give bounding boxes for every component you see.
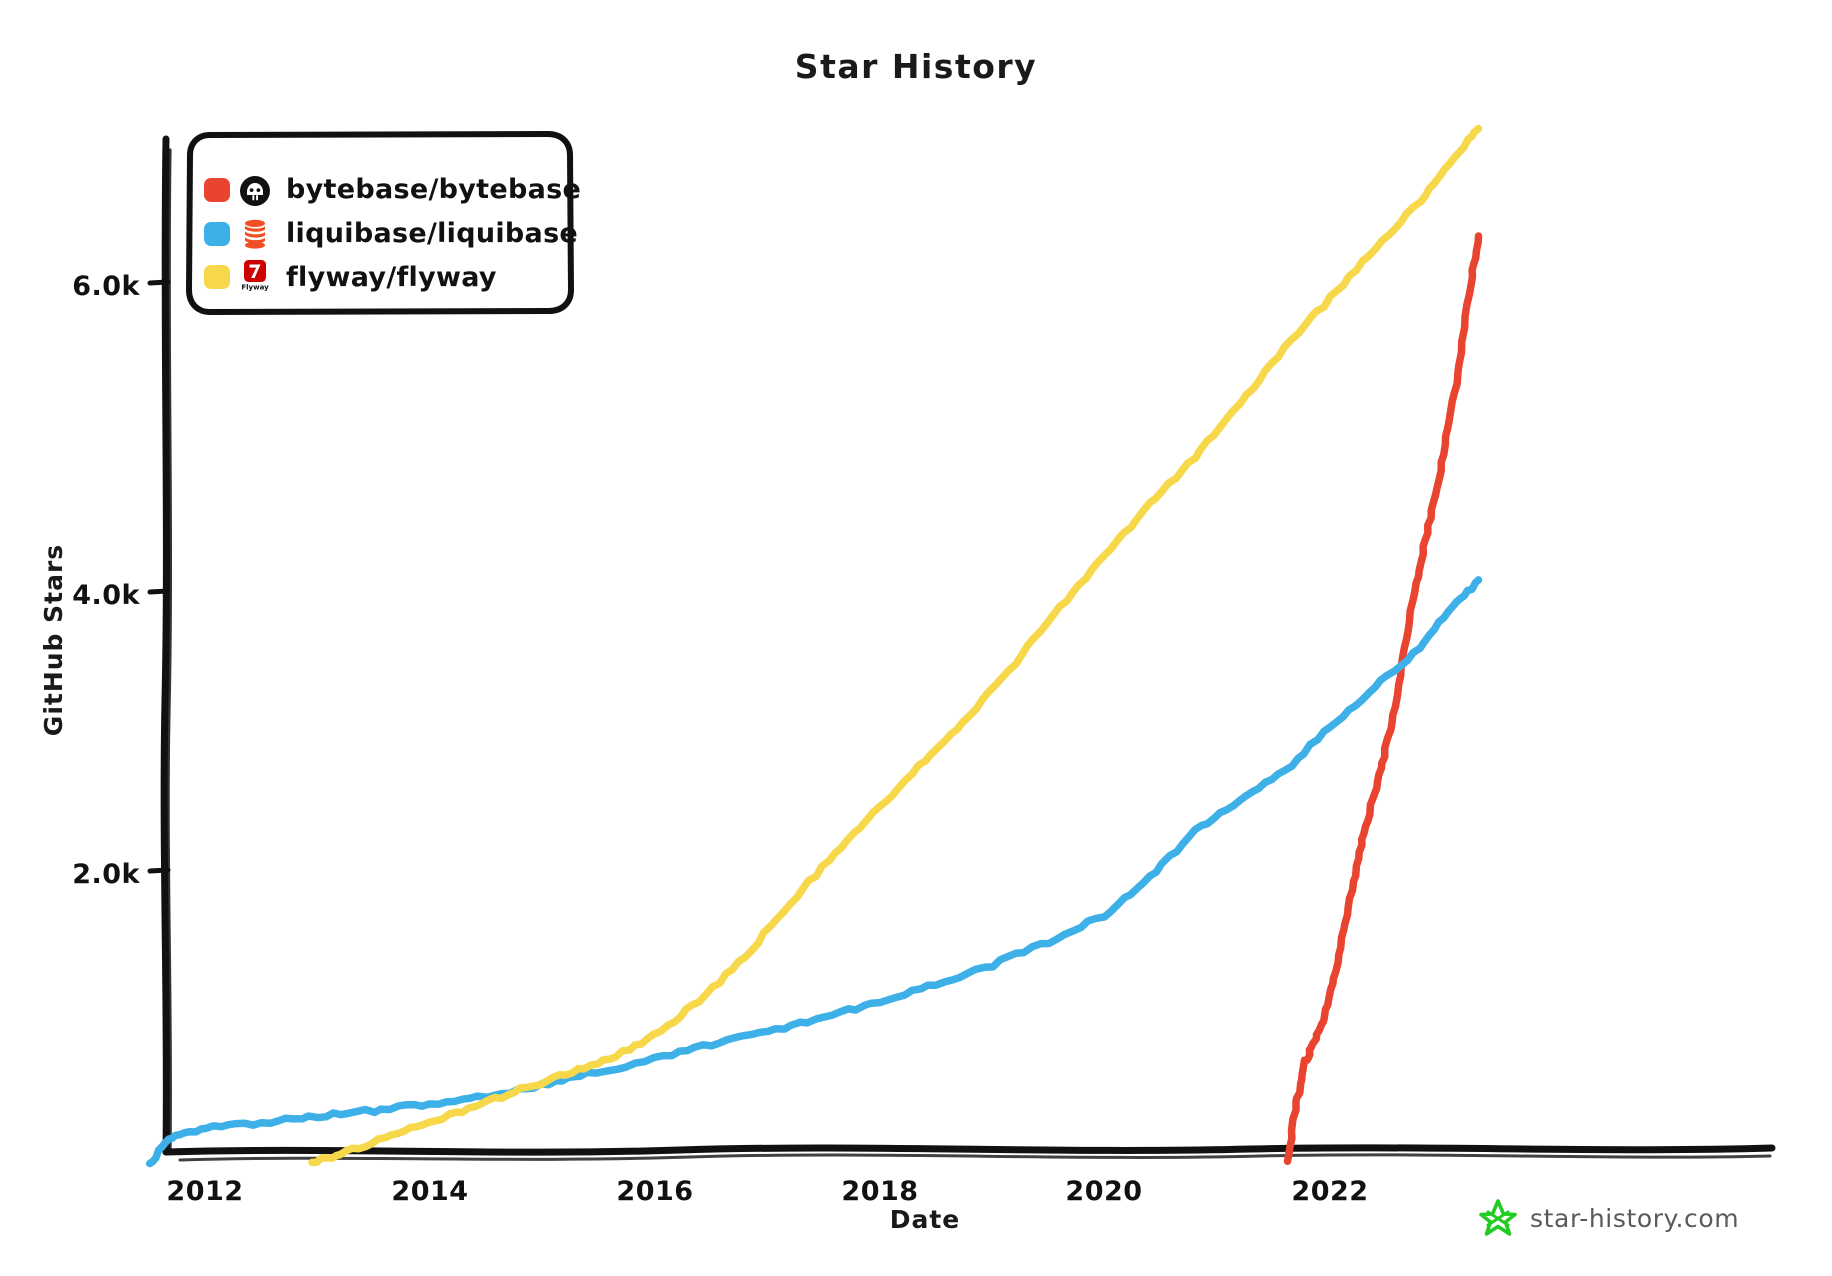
- y-tick-mark: [147, 588, 171, 595]
- series-layer: [145, 124, 1483, 1168]
- bytebase-logo-icon: [240, 176, 270, 206]
- x-tick-label-2018: 2018: [841, 1176, 918, 1207]
- x-tick-label-2022: 2022: [1291, 1176, 1368, 1207]
- series-line-bytebase: [1283, 232, 1483, 1166]
- y-axis-ticks: [147, 279, 171, 874]
- series-line-flyway: [308, 124, 1483, 1167]
- y-axis-line: [160, 135, 170, 1156]
- x-tick-label-2020: 2020: [1065, 1176, 1142, 1207]
- flyway-logo-icon: Flyway: [241, 260, 269, 292]
- legend-item-flyway[interactable]: Flyway flyway/flyway: [204, 260, 497, 293]
- legend-swatch-bytebase: [204, 178, 230, 202]
- legend-box-border: [186, 131, 574, 315]
- legend-label-flyway: flyway/flyway: [286, 262, 497, 293]
- x-tick-label-2016: 2016: [616, 1176, 693, 1207]
- chart-title: Star History: [795, 47, 1037, 86]
- chart-legend[interactable]: bytebase/bytebase liquibase/liquibase: [186, 131, 581, 315]
- legend-item-liquibase[interactable]: liquibase/liquibase: [204, 218, 578, 249]
- liquibase-logo-icon: [245, 219, 265, 249]
- legend-swatch-flyway: [204, 265, 230, 289]
- y-tick-label-2k: 2.0k: [72, 859, 140, 890]
- watermark[interactable]: star-history.com: [1479, 1199, 1739, 1236]
- series-line-liquibase: [145, 576, 1483, 1168]
- y-tick-mark: [147, 867, 171, 874]
- x-tick-label-2012: 2012: [166, 1176, 243, 1207]
- x-tick-label-2014: 2014: [391, 1176, 468, 1207]
- y-tick-label-4k: 4.0k: [72, 580, 140, 611]
- legend-label-liquibase: liquibase/liquibase: [286, 218, 578, 249]
- legend-item-bytebase[interactable]: bytebase/bytebase: [204, 174, 581, 206]
- legend-swatch-liquibase: [204, 222, 230, 246]
- y-tick-label-6k: 6.0k: [72, 271, 140, 302]
- legend-label-bytebase: bytebase/bytebase: [286, 174, 581, 205]
- y-axis-title: GitHub Stars: [39, 544, 68, 736]
- green-star-icon: [1479, 1199, 1517, 1236]
- y-tick-mark: [147, 279, 171, 286]
- x-axis-line-shadow: [178, 1153, 1772, 1162]
- flyway-wordmark-text: Flyway: [241, 284, 269, 292]
- y-axis-line-shadow: [166, 148, 173, 1152]
- x-axis-title: Date: [890, 1205, 961, 1234]
- watermark-label: star-history.com: [1530, 1204, 1739, 1233]
- x-axis-line: [162, 1144, 1776, 1156]
